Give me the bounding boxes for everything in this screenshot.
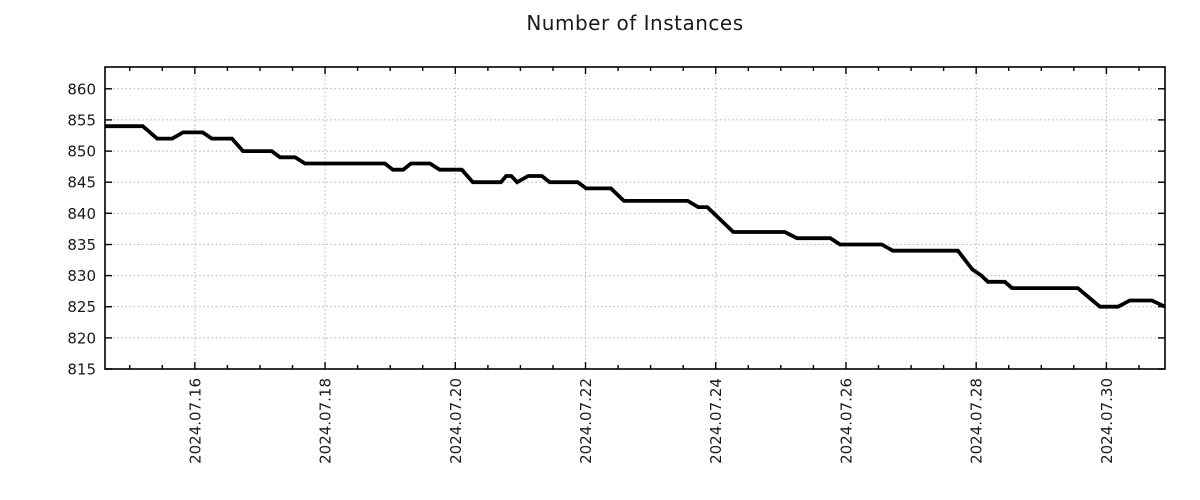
y-tick-label: 825: [67, 298, 96, 316]
y-tick-label: 850: [67, 143, 96, 161]
x-tick-label: 2024.07.28: [968, 378, 986, 464]
y-tick-label: 845: [67, 174, 96, 192]
x-tick-label: 2024.07.18: [317, 378, 335, 464]
chart-title: Number of Instances: [526, 11, 744, 35]
x-tick-label: 2024.07.22: [577, 378, 595, 464]
y-tick-label: 830: [67, 267, 96, 285]
y-tick-label: 835: [67, 236, 96, 254]
y-tick-label: 820: [67, 329, 96, 347]
x-tick-label: 2024.07.24: [707, 378, 725, 464]
x-tick-label: 2024.07.16: [186, 378, 204, 464]
plot-border: [104, 66, 1166, 370]
y-tick-label: 860: [67, 80, 96, 98]
x-tick-label: 2024.07.26: [838, 378, 856, 464]
x-tick-label: 2024.07.30: [1098, 378, 1116, 464]
y-tick-label: 840: [67, 205, 96, 223]
x-tick-label: 2024.07.20: [447, 378, 465, 464]
series-line: [105, 124, 1166, 309]
y-tick-label: 855: [67, 111, 96, 129]
y-tick-label: 815: [67, 361, 96, 379]
